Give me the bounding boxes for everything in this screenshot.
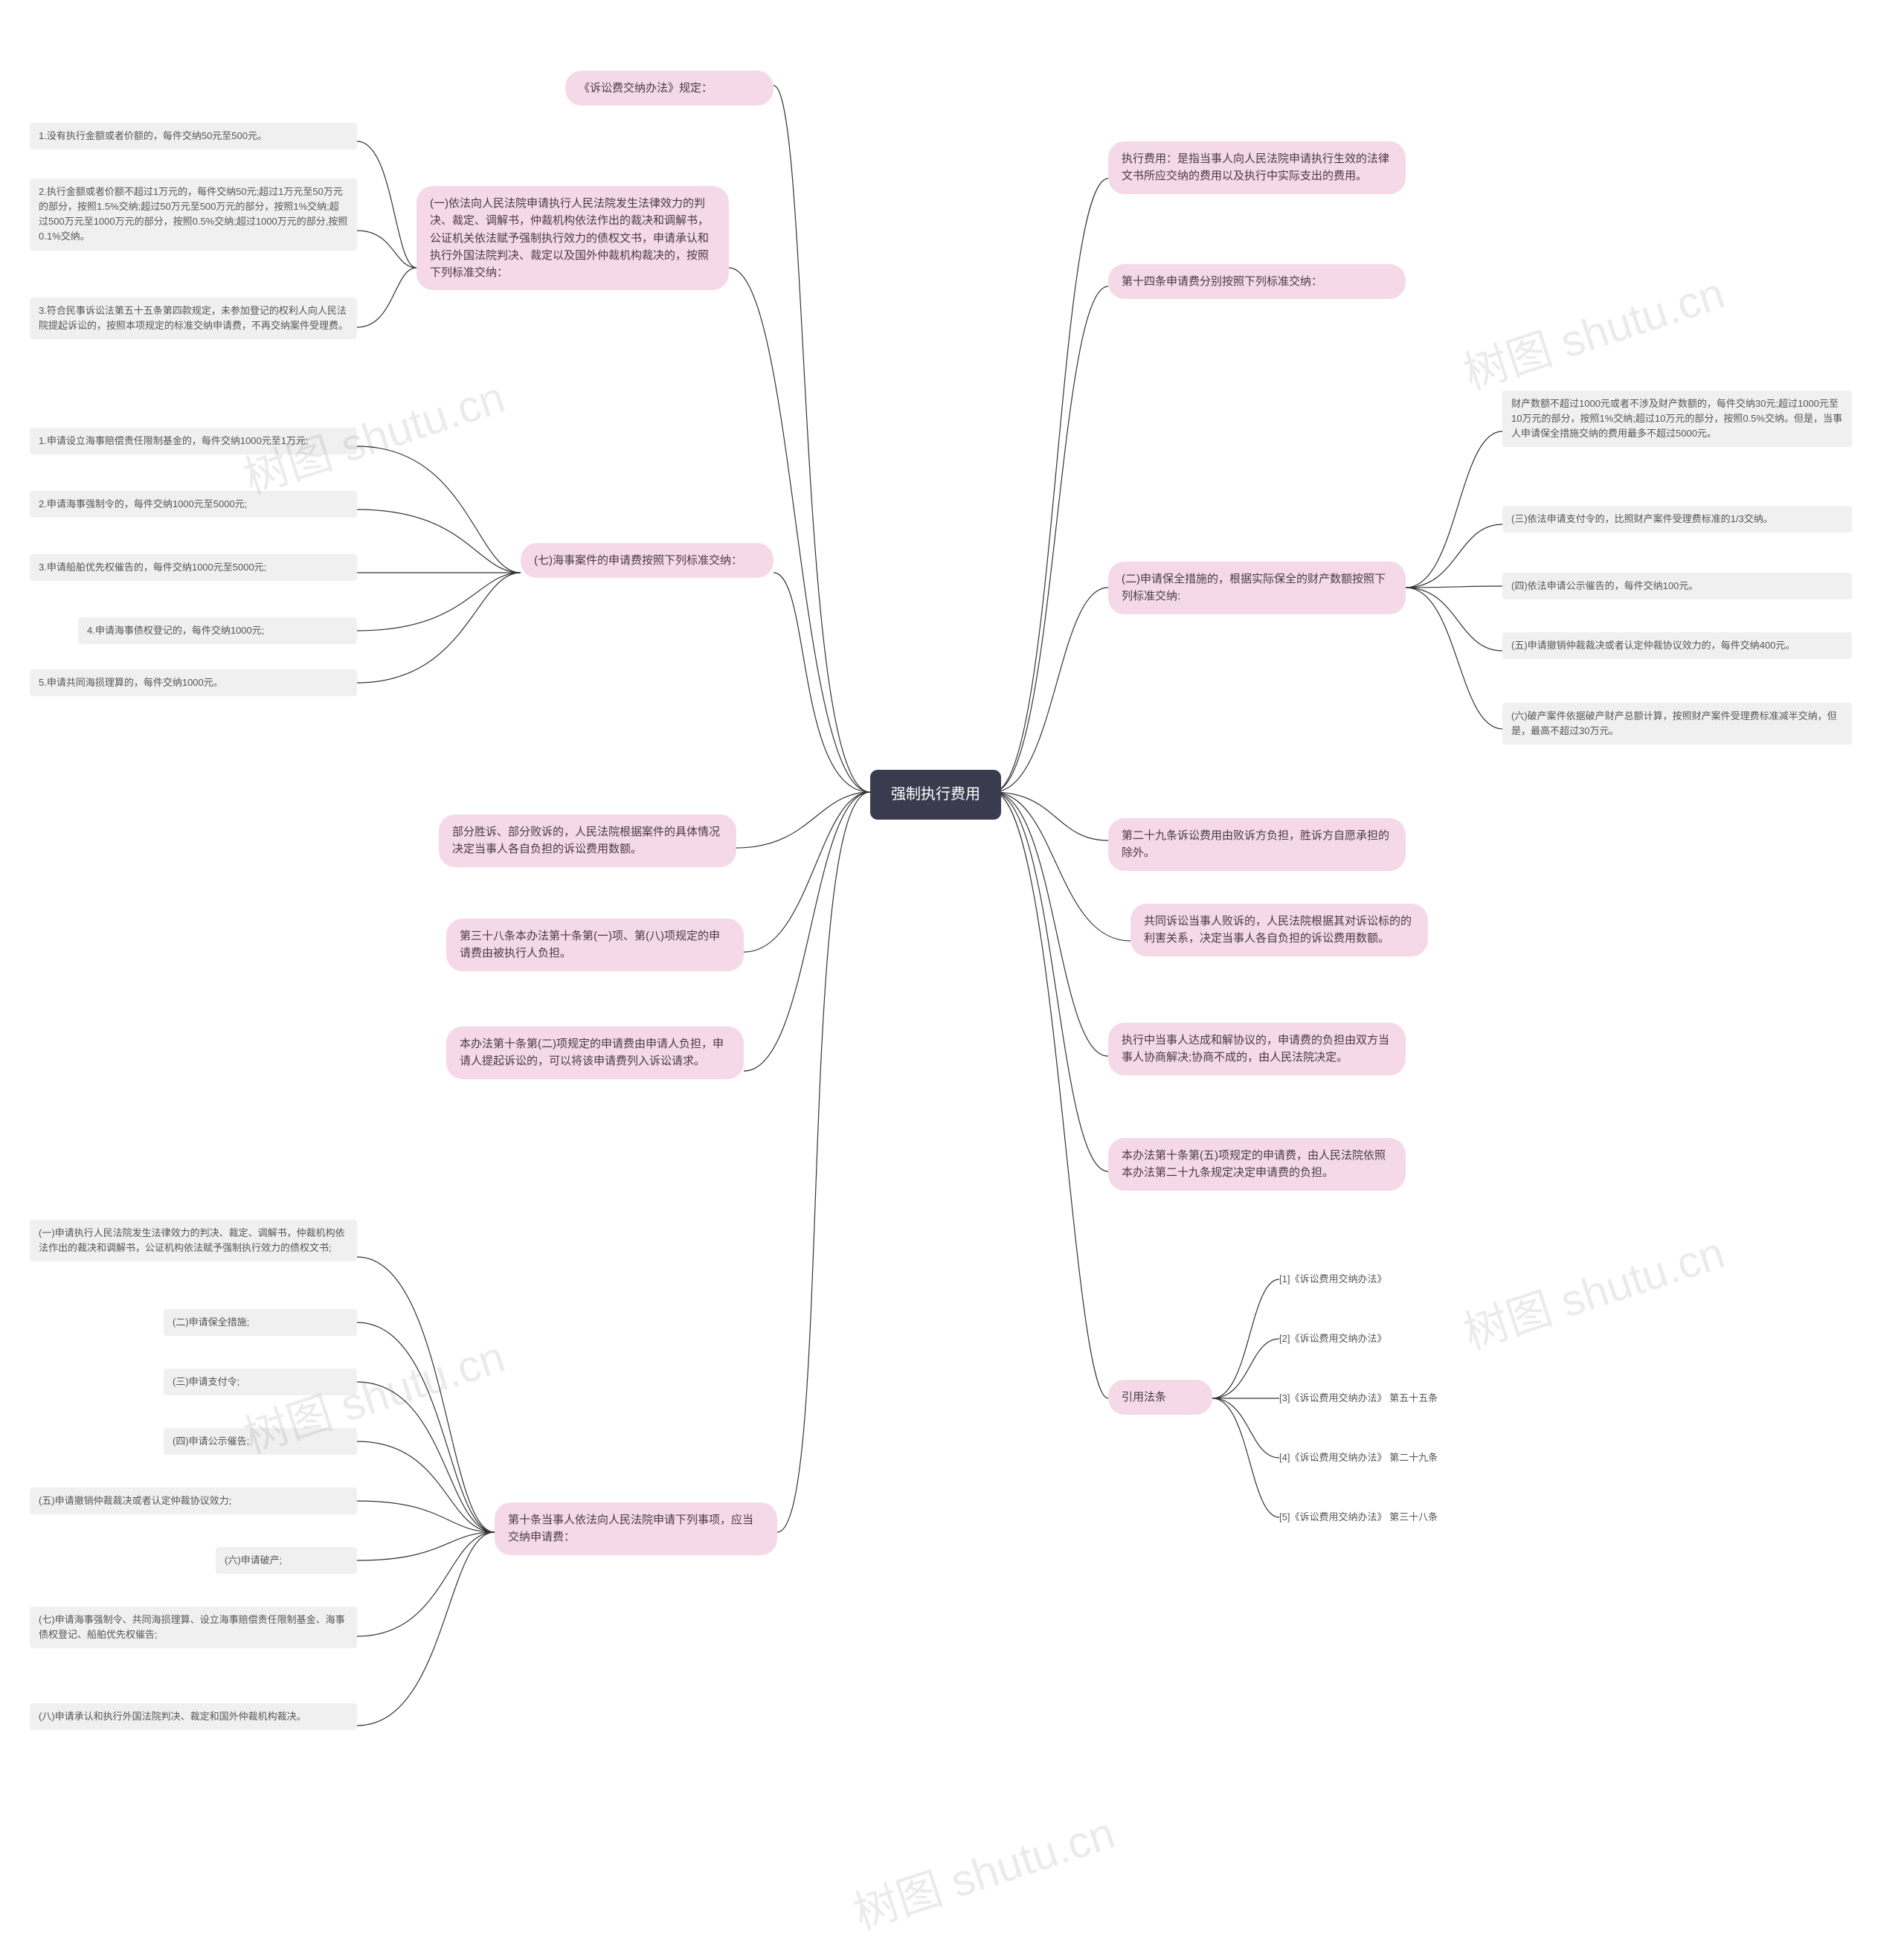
leaf-r2e-label: (六)破产案件依据破产财产总额计算，按照财产案件受理费标准减半交纳，但是，最高不…: [1511, 710, 1837, 736]
branch-l3-label: 部分胜诉、部分败诉的，人民法院根据案件的具体情况决定当事人各自负担的诉讼费用数额…: [452, 826, 720, 855]
branch-l0-label: 《诉讼费交纳办法》规定：: [579, 82, 713, 94]
leaf-l2e-label: 5.申请共同海损理算的，每件交纳1000元。: [39, 677, 223, 688]
branch-l2-label: (七)海事案件的申请费按照下列标准交纳：: [534, 554, 742, 567]
watermark: 树图 shutu.cn: [1454, 1217, 1731, 1362]
leaf-l6f-label: (六)申请破产;: [225, 1554, 282, 1566]
leaf-r2d[interactable]: (五)申请撤销仲裁裁决或者认定仲裁协议效力的，每件交纳400元。: [1502, 632, 1852, 659]
branch-l1-label: (一)依法向人民法院申请执行人民法院发生法律效力的判决、裁定、调解书，仲裁机构依…: [430, 197, 709, 279]
leaf-l2c[interactable]: 3.申请船舶优先权催告的，每件交纳1000元至5000元;: [30, 554, 357, 581]
branch-r5[interactable]: 执行中当事人达成和解协议的，申请费的负担由双方当事人协商解决;协商不成的，由人民…: [1108, 1023, 1406, 1076]
branch-r4[interactable]: 共同诉讼当事人败诉的，人民法院根据其对诉讼标的的利害关系，决定当事人各自负担的诉…: [1130, 904, 1428, 956]
leaf-r7a-label: [1]《诉讼费用交纳办法》: [1279, 1273, 1386, 1285]
leaf-l6a-label: (一)申请执行人民法院发生法律效力的判决、裁定、调解书，仲裁机构依法作出的裁决和…: [39, 1227, 345, 1253]
leaf-l6f[interactable]: (六)申请破产;: [216, 1547, 357, 1574]
leaf-l2d[interactable]: 4.申请海事债权登记的，每件交纳1000元;: [78, 617, 357, 644]
leaf-l6b-label: (二)申请保全措施;: [173, 1316, 249, 1328]
branch-r1[interactable]: 第十四条申请费分别按照下列标准交纳：: [1108, 264, 1406, 299]
center-label: 强制执行费用: [891, 786, 980, 803]
leaf-r7d[interactable]: [4]《诉讼费用交纳办法》 第二十九条: [1279, 1450, 1438, 1465]
mindmap-canvas: 强制执行费用 《诉讼费交纳办法》规定： (一)依法向人民法院申请执行人民法院发生…: [0, 0, 1904, 1918]
leaf-l1a-label: 1.没有执行金额或者价额的，每件交纳50元至500元。: [39, 130, 267, 141]
leaf-l6e[interactable]: (五)申请撤销仲裁裁决或者认定仲裁协议效力;: [30, 1488, 357, 1514]
leaf-r2a-label: 财产数额不超过1000元或者不涉及财产数额的，每件交纳30元;超过1000元至1…: [1511, 398, 1842, 439]
leaf-r7c-label: [3]《诉讼费用交纳办法》 第五十五条: [1279, 1392, 1438, 1404]
branch-l4[interactable]: 第三十八条本办法第十条第(一)项、第(八)项规定的申请费由被执行人负担。: [446, 919, 744, 971]
leaf-l6c[interactable]: (三)申请支付令;: [164, 1369, 357, 1395]
leaf-r2d-label: (五)申请撤销仲裁裁决或者认定仲裁协议效力的，每件交纳400元。: [1511, 640, 1795, 651]
leaf-l2b[interactable]: 2.申请海事强制令的，每件交纳1000元至5000元;: [30, 491, 357, 518]
leaf-l6b[interactable]: (二)申请保全措施;: [164, 1309, 357, 1336]
leaf-r7d-label: [4]《诉讼费用交纳办法》 第二十九条: [1279, 1452, 1438, 1463]
leaf-l2a[interactable]: 1.申请设立海事赔偿责任限制基金的，每件交纳1000元至1万元;: [30, 428, 357, 454]
branch-l5-label: 本办法第十条第(二)项规定的申请费由申请人负担，申请人提起诉讼的，可以将该申请费…: [460, 1038, 724, 1067]
branch-l4-label: 第三十八条本办法第十条第(一)项、第(八)项规定的申请费由被执行人负担。: [460, 930, 720, 959]
branch-r3-label: 第二十九条诉讼费用由败诉方负担，胜诉方自愿承担的除外。: [1122, 829, 1389, 859]
leaf-l6g-label: (七)申请海事强制令、共同海损理算、设立海事赔偿责任限制基金、海事债权登记、船舶…: [39, 1614, 345, 1640]
leaf-r7e[interactable]: [5]《诉讼费用交纳办法》 第三十八条: [1279, 1510, 1438, 1525]
branch-l3[interactable]: 部分胜诉、部分败诉的，人民法院根据案件的具体情况决定当事人各自负担的诉讼费用数额…: [439, 814, 736, 867]
branch-r5-label: 执行中当事人达成和解协议的，申请费的负担由双方当事人协商解决;协商不成的，由人民…: [1122, 1034, 1389, 1064]
leaf-l6e-label: (五)申请撤销仲裁裁决或者认定仲裁协议效力;: [39, 1495, 231, 1506]
branch-r1-label: 第十四条申请费分别按照下列标准交纳：: [1122, 275, 1322, 288]
leaf-r7e-label: [5]《诉讼费用交纳办法》 第三十八条: [1279, 1511, 1438, 1523]
leaf-l6c-label: (三)申请支付令;: [173, 1376, 239, 1387]
leaf-r2c-label: (四)依法申请公示催告的，每件交纳100元。: [1511, 580, 1698, 591]
leaf-r7b-label: [2]《诉讼费用交纳办法》: [1279, 1333, 1386, 1344]
branch-l6-label: 第十条当事人依法向人民法院申请下列事项，应当交纳申请费：: [508, 1514, 753, 1543]
leaf-l1a[interactable]: 1.没有执行金额或者价额的，每件交纳50元至500元。: [30, 123, 357, 149]
leaf-l2e[interactable]: 5.申请共同海损理算的，每件交纳1000元。: [30, 669, 357, 696]
leaf-l2d-label: 4.申请海事债权登记的，每件交纳1000元;: [87, 625, 264, 636]
branch-r7-label: 引用法条: [1122, 1391, 1166, 1404]
leaf-l6h[interactable]: (八)申请承认和执行外国法院判决、裁定和国外仲裁机构裁决。: [30, 1703, 357, 1730]
leaf-l2c-label: 3.申请船舶优先权催告的，每件交纳1000元至5000元;: [39, 562, 266, 573]
branch-l6[interactable]: 第十条当事人依法向人民法院申请下列事项，应当交纳申请费：: [495, 1502, 777, 1555]
leaf-r7b[interactable]: [2]《诉讼费用交纳办法》: [1279, 1331, 1386, 1346]
branch-r6-label: 本办法第十条第(五)项规定的申请费，由人民法院依照本办法第二十九条规定决定申请费…: [1122, 1149, 1386, 1179]
leaf-l1b-label: 2.执行金额或者价额不超过1万元的，每件交纳50元;超过1万元至50万元的部分，…: [39, 186, 347, 242]
branch-r7[interactable]: 引用法条: [1108, 1380, 1212, 1415]
leaf-l1c-label: 3.符合民事诉讼法第五十五条第四款规定，未参加登记的权利人向人民法院提起诉讼的，…: [39, 305, 348, 331]
leaf-r7a[interactable]: [1]《诉讼费用交纳办法》: [1279, 1272, 1386, 1287]
watermark: 树图 shutu.cn: [1454, 257, 1731, 402]
branch-r3[interactable]: 第二十九条诉讼费用由败诉方负担，胜诉方自愿承担的除外。: [1108, 818, 1406, 871]
branch-l1[interactable]: (一)依法向人民法院申请执行人民法院发生法律效力的判决、裁定、调解书，仲裁机构依…: [416, 186, 729, 290]
leaf-l2b-label: 2.申请海事强制令的，每件交纳1000元至5000元;: [39, 498, 247, 509]
branch-r0[interactable]: 执行费用：是指当事人向人民法院申请执行生效的法律文书所应交纳的费用以及执行中实际…: [1108, 141, 1406, 194]
leaf-l6a[interactable]: (一)申请执行人民法院发生法律效力的判决、裁定、调解书，仲裁机构依法作出的裁决和…: [30, 1220, 357, 1261]
leaf-l6d[interactable]: (四)申请公示催告;: [164, 1428, 357, 1455]
branch-r2[interactable]: (二)申请保全措施的，根据实际保全的财产数额按照下列标准交纳:: [1108, 562, 1406, 614]
branch-r2-label: (二)申请保全措施的，根据实际保全的财产数额按照下列标准交纳:: [1122, 573, 1386, 602]
leaf-r2b-label: (三)依法申请支付令的，比照财产案件受理费标准的1/3交纳。: [1511, 513, 1773, 524]
watermark: 树图 shutu.cn: [844, 1797, 1122, 1942]
leaf-r2c[interactable]: (四)依法申请公示催告的，每件交纳100元。: [1502, 573, 1852, 599]
branch-r4-label: 共同诉讼当事人败诉的，人民法院根据其对诉讼标的的利害关系，决定当事人各自负担的诉…: [1144, 915, 1412, 945]
branch-r6[interactable]: 本办法第十条第(五)项规定的申请费，由人民法院依照本办法第二十九条规定决定申请费…: [1108, 1138, 1406, 1191]
leaf-l6h-label: (八)申请承认和执行外国法院判决、裁定和国外仲裁机构裁决。: [39, 1711, 306, 1722]
leaf-l1b[interactable]: 2.执行金额或者价额不超过1万元的，每件交纳50元;超过1万元至50万元的部分，…: [30, 179, 357, 251]
leaf-l2a-label: 1.申请设立海事赔偿责任限制基金的，每件交纳1000元至1万元;: [39, 435, 309, 446]
leaf-l6d-label: (四)申请公示催告;: [173, 1435, 249, 1447]
leaf-l1c[interactable]: 3.符合民事诉讼法第五十五条第四款规定，未参加登记的权利人向人民法院提起诉讼的，…: [30, 298, 357, 339]
leaf-r2b[interactable]: (三)依法申请支付令的，比照财产案件受理费标准的1/3交纳。: [1502, 506, 1852, 533]
branch-l5[interactable]: 本办法第十条第(二)项规定的申请费由申请人负担，申请人提起诉讼的，可以将该申请费…: [446, 1026, 744, 1079]
leaf-l6g[interactable]: (七)申请海事强制令、共同海损理算、设立海事赔偿责任限制基金、海事债权登记、船舶…: [30, 1607, 357, 1648]
branch-r0-label: 执行费用：是指当事人向人民法院申请执行生效的法律文书所应交纳的费用以及执行中实际…: [1122, 152, 1389, 182]
leaf-r7c[interactable]: [3]《诉讼费用交纳办法》 第五十五条: [1279, 1391, 1438, 1406]
branch-l2[interactable]: (七)海事案件的申请费按照下列标准交纳：: [521, 543, 774, 578]
leaf-r2e[interactable]: (六)破产案件依据破产财产总额计算，按照财产案件受理费标准减半交纳，但是，最高不…: [1502, 703, 1852, 745]
branch-l0[interactable]: 《诉讼费交纳办法》规定：: [565, 71, 774, 106]
leaf-r2a[interactable]: 财产数额不超过1000元或者不涉及财产数额的，每件交纳30元;超过1000元至1…: [1502, 390, 1852, 447]
center-node[interactable]: 强制执行费用: [870, 770, 1001, 820]
